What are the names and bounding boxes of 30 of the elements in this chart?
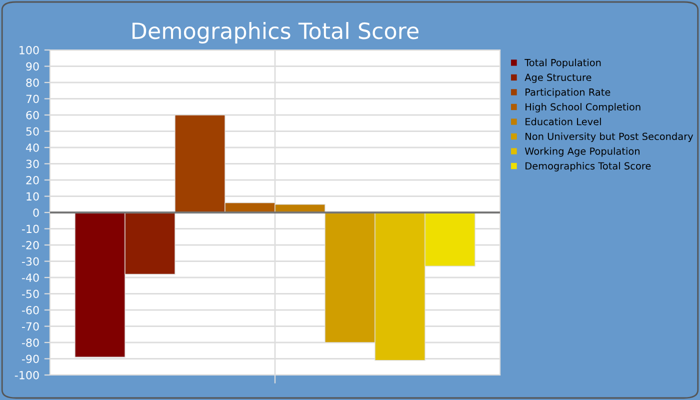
y-tick-label: -70 bbox=[22, 322, 39, 331]
chart-title: Demographics Total Score bbox=[132, 22, 418, 44]
y-tick-label: 0 bbox=[33, 208, 39, 217]
y-tick-label: 30 bbox=[26, 160, 39, 168]
y-tick-label: 70 bbox=[26, 94, 39, 104]
y-tick-label: -20 bbox=[22, 240, 39, 250]
legend-label: Total Population bbox=[524, 58, 601, 68]
y-tick-label: -50 bbox=[22, 290, 39, 298]
legend-label: Education Level bbox=[526, 118, 601, 126]
y-tick-label: -60 bbox=[22, 306, 39, 314]
y-tick-label: 40 bbox=[26, 143, 39, 152]
y-tick-label: -10 bbox=[22, 224, 39, 234]
y-tick-label: -100 bbox=[14, 370, 39, 380]
y-tick-label: 50 bbox=[26, 127, 39, 136]
legend-label: High School Completion bbox=[526, 103, 640, 112]
y-tick-label: -30 bbox=[22, 257, 39, 266]
y-tick-label: 60 bbox=[26, 110, 39, 120]
legend-label: Age Structure bbox=[524, 74, 592, 83]
y-tick-label: -90 bbox=[22, 354, 39, 364]
legend-label: Participation Rate bbox=[526, 88, 610, 98]
y-tick-label: 90 bbox=[26, 62, 39, 71]
y-tick-label: 80 bbox=[26, 78, 39, 87]
legend-label: Non University but Post Secondary bbox=[526, 132, 694, 142]
y-tick-label: -40 bbox=[22, 273, 39, 282]
y-tick-label: 20 bbox=[26, 176, 39, 184]
legend-label: Working Age Population bbox=[524, 147, 640, 157]
y-tick-label: 10 bbox=[26, 192, 39, 201]
y-tick-label: 100 bbox=[20, 46, 39, 54]
y-tick-label: -80 bbox=[22, 338, 39, 347]
legend-label: Demographics Total Score bbox=[526, 162, 651, 172]
